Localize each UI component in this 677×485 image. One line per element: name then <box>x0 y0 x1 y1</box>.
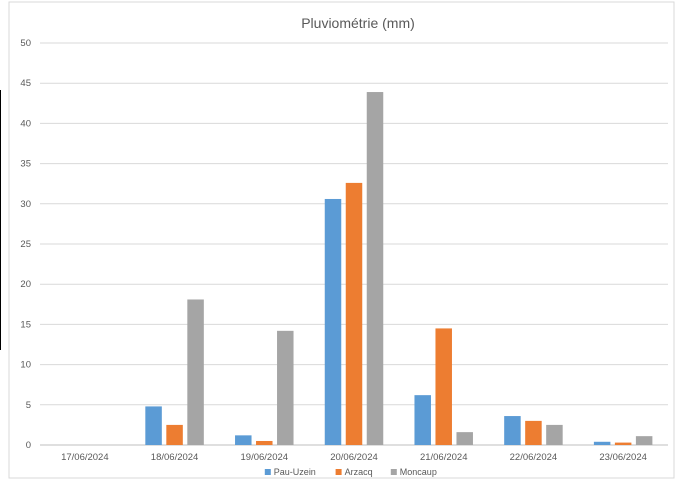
bar-pau-uzein <box>504 416 521 445</box>
chart-title: Pluviométrie (mm) <box>301 15 415 31</box>
bar-moncaup <box>366 92 384 445</box>
bar-arzacq <box>166 424 183 445</box>
bar-arzacq <box>525 420 542 445</box>
y-tick-label: 30 <box>20 199 31 210</box>
x-axis: 17/06/2024 18/06/2024 19/06/2024 20/06/2024… <box>61 452 647 463</box>
bar-arzacq <box>435 328 452 445</box>
bar-arzacq <box>614 442 632 445</box>
x-tick-label: 23/06/2024 <box>599 452 647 463</box>
chart-border <box>8 1 675 479</box>
bar-moncaup <box>635 436 653 445</box>
y-tick-label: 10 <box>20 360 31 371</box>
x-tick-label: 18/06/2024 <box>151 452 199 463</box>
y-tick-label: 50 <box>20 38 31 49</box>
legend-swatch <box>264 469 271 475</box>
y-axis: 0 5 10 15 20 25 30 35 40 45 50 <box>20 38 31 451</box>
bar-arzacq <box>345 182 363 445</box>
legend-label: Pau-Uzein <box>274 467 316 477</box>
bar-pau-uzein <box>145 406 162 445</box>
legend-label: Arzacq <box>345 467 373 477</box>
legend-label: Moncaup <box>400 467 437 477</box>
bar-moncaup <box>456 432 473 445</box>
x-tick-label: 21/06/2024 <box>420 452 468 463</box>
y-tick-label: 25 <box>20 239 31 250</box>
bar-series <box>145 92 653 445</box>
legend-swatch <box>335 469 342 475</box>
bar-moncaup <box>277 330 294 445</box>
legend: Pau-Uzein Arzacq Moncaup <box>264 467 437 477</box>
x-tick-label: 19/06/2024 <box>241 452 289 463</box>
y-tick-label: 0 <box>26 440 31 451</box>
bar-pau-uzein <box>324 198 342 445</box>
bar-moncaup <box>546 424 563 445</box>
bar-pau-uzein <box>593 441 611 445</box>
y-tick-label: 40 <box>20 118 31 129</box>
x-tick-label: 17/06/2024 <box>61 452 109 463</box>
y-tick-label: 35 <box>20 159 31 170</box>
left-edge-mark <box>0 90 1 350</box>
y-tick-label: 15 <box>20 319 31 330</box>
bar-arzacq <box>256 440 273 445</box>
y-tick-label: 45 <box>20 78 31 89</box>
bar-moncaup <box>187 299 204 445</box>
x-tick-label: 20/06/2024 <box>330 452 378 463</box>
bar-pau-uzein <box>414 395 431 445</box>
legend-swatch <box>390 469 397 475</box>
y-tick-label: 20 <box>20 279 31 290</box>
x-tick-label: 22/06/2024 <box>510 452 558 463</box>
bar-pau-uzein <box>235 435 252 445</box>
y-tick-label: 5 <box>26 400 31 411</box>
